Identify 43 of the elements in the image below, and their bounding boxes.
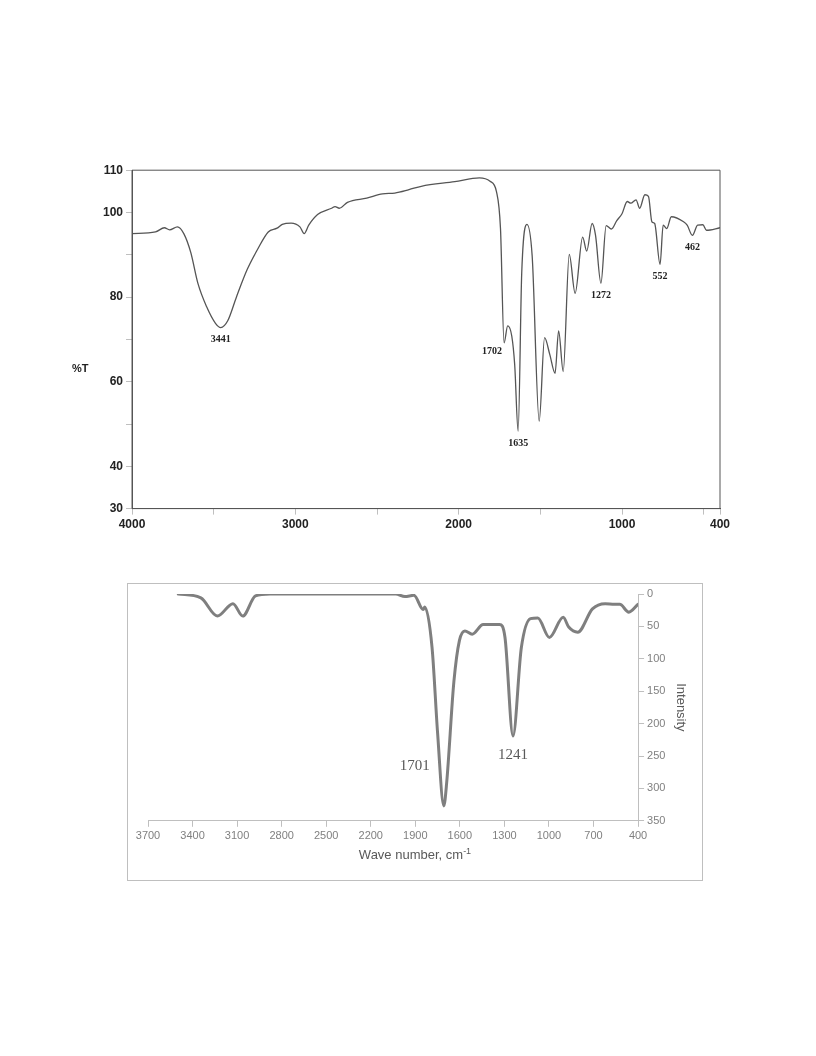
- y-tick-label: 100: [647, 651, 666, 664]
- x-tick-label: 3000: [282, 517, 310, 532]
- annotation: 1272: [590, 288, 611, 300]
- annotation: 552: [652, 270, 668, 282]
- y-tick-label: 30: [109, 500, 124, 515]
- y-tick-label: 250: [647, 749, 666, 762]
- y-tick-label: 80: [109, 289, 124, 304]
- y-tick-label: 0: [647, 587, 654, 600]
- x-tick-label: 2200: [358, 829, 383, 842]
- y-axis-title: %T: [72, 362, 89, 375]
- x-tick-label: 1000: [536, 829, 562, 842]
- x-tick-label: 400: [709, 517, 731, 532]
- y-tick-label: 110: [103, 162, 124, 177]
- annotation: 3441: [210, 333, 231, 345]
- x-tick-label: 400: [628, 829, 648, 842]
- y-tick-label: 150: [647, 684, 666, 697]
- x-tick-label: 4000: [118, 517, 146, 532]
- x-tick-label: 3400: [180, 829, 205, 842]
- x-tick-label: 1600: [447, 829, 473, 842]
- y-tick-label: 200: [647, 716, 666, 729]
- y-tick-label: 300: [647, 781, 666, 794]
- annotation: 1701: [399, 756, 430, 773]
- annotation: 1241: [498, 746, 529, 763]
- x-tick-label: 1000: [608, 517, 636, 532]
- x-tick-label: 2800: [269, 829, 294, 842]
- y-tick-label: 50: [647, 619, 660, 632]
- y-axis-title: Intensity: [673, 683, 689, 733]
- x-tick-label: 700: [584, 829, 603, 842]
- y-tick-label: 100: [102, 204, 124, 219]
- annotation: 1635: [508, 436, 529, 448]
- x-tick-label: 2500: [313, 829, 339, 842]
- x-tick-label: 3100: [224, 829, 250, 842]
- x-tick-label: 1900: [403, 829, 428, 842]
- annotation: 462: [684, 240, 700, 252]
- y-tick-label: 350: [647, 813, 666, 826]
- y-tick-label: 40: [109, 458, 124, 473]
- annotation: 1702: [482, 345, 503, 357]
- line-series: [176, 594, 639, 808]
- x-tick-label: 2000: [445, 517, 473, 532]
- x-tick-label: 1300: [492, 829, 517, 842]
- x-axis-title: Wave number, cm$^{-1}$: [357, 846, 473, 863]
- x-tick-label: 3700: [135, 829, 161, 842]
- y-tick-label: 60: [109, 374, 124, 389]
